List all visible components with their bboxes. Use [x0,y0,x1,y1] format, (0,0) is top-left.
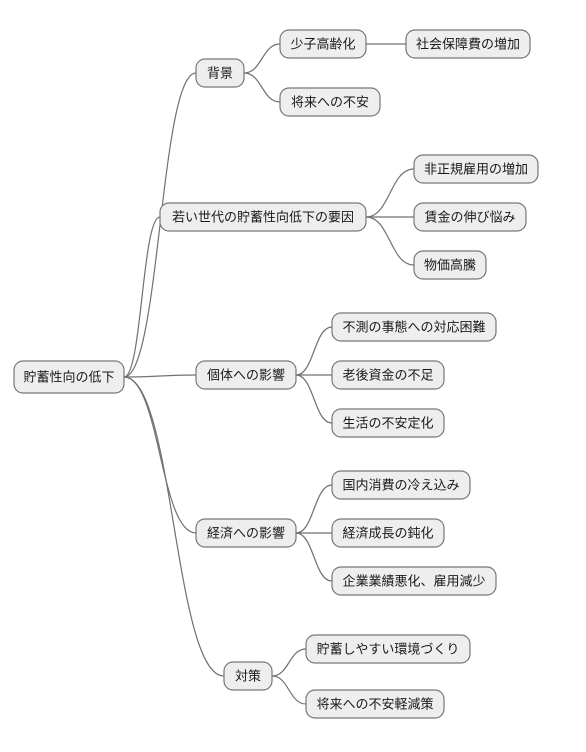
edge [296,485,332,533]
edge [244,73,280,102]
node-b4: 経済への影響 [196,519,296,547]
nodes-layer: 貯蓄性向の低下 背景 少子高齢化 社会保障費の増加将来への不安若い世代の貯蓄性向低下の… [14,30,538,718]
node-b3: 個体への影響 [196,361,296,389]
node-b4a: 国内消費の冷え込み [332,471,470,499]
node-label: 社会保障費の増加 [416,36,520,51]
mindmap-diagram: 貯蓄性向の低下 背景 少子高齢化 社会保障費の増加将来への不安若い世代の貯蓄性向低下の… [0,0,586,752]
edge [244,44,280,73]
edge [366,169,414,217]
node-b2b: 賃金の伸び悩み [414,203,526,231]
node-root: 貯蓄性向の低下 [14,361,124,393]
node-b2a: 非正規雇用の増加 [414,155,538,183]
node-b3a: 不測の事態への対応困難 [332,313,496,341]
node-b1: 背景 [196,59,244,87]
node-b5: 対策 [224,662,272,690]
node-label: 老後資金の不足 [342,367,433,382]
edge [124,377,196,533]
node-label: 企業業績悪化、雇用減少 [342,573,485,588]
node-label: 経済への影響 [207,525,285,540]
node-b4c: 企業業績悪化、雇用減少 [332,567,496,595]
node-label: 対策 [235,668,261,683]
edge [272,676,306,704]
node-b5b: 将来への不安軽減策 [306,690,444,718]
node-b2: 若い世代の貯蓄性向低下の要因 [160,203,366,231]
node-label: 個体への影響 [207,367,285,382]
node-label: 不測の事態への対応困難 [342,319,485,334]
node-label: 若い世代の貯蓄性向低下の要因 [172,209,354,224]
node-label: 物価高騰 [424,257,476,272]
node-b4b: 経済成長の鈍化 [332,519,444,547]
node-label: 将来への不安 [291,94,369,109]
node-label: 生活の不安定化 [342,415,433,430]
node-label: 非正規雇用の増加 [424,161,528,176]
node-label: 貯蓄性向の低下 [23,369,114,384]
node-label: 背景 [207,65,233,80]
node-label: 国内消費の冷え込み [342,477,459,492]
node-b3c: 生活の不安定化 [332,409,444,437]
node-label: 将来への不安軽減策 [316,696,433,711]
node-b2c: 物価高騰 [414,251,486,279]
edge [296,327,332,375]
node-b1a: 少子高齢化 [280,30,366,58]
node-label: 賃金の伸び悩み [424,209,515,224]
edge [124,375,196,377]
node-b3b: 老後資金の不足 [332,361,444,389]
node-b5a: 貯蓄しやすい環境づくり [306,635,470,663]
edge [124,217,160,377]
edge [366,217,414,265]
node-b1a1: 社会保障費の増加 [406,30,530,58]
edge [272,649,306,676]
node-label: 少子高齢化 [290,36,355,51]
node-label: 貯蓄しやすい環境づくり [317,641,460,656]
node-label: 経済成長の鈍化 [342,525,433,540]
edge [296,533,332,581]
node-b1b: 将来への不安 [280,88,380,116]
edge [296,375,332,423]
